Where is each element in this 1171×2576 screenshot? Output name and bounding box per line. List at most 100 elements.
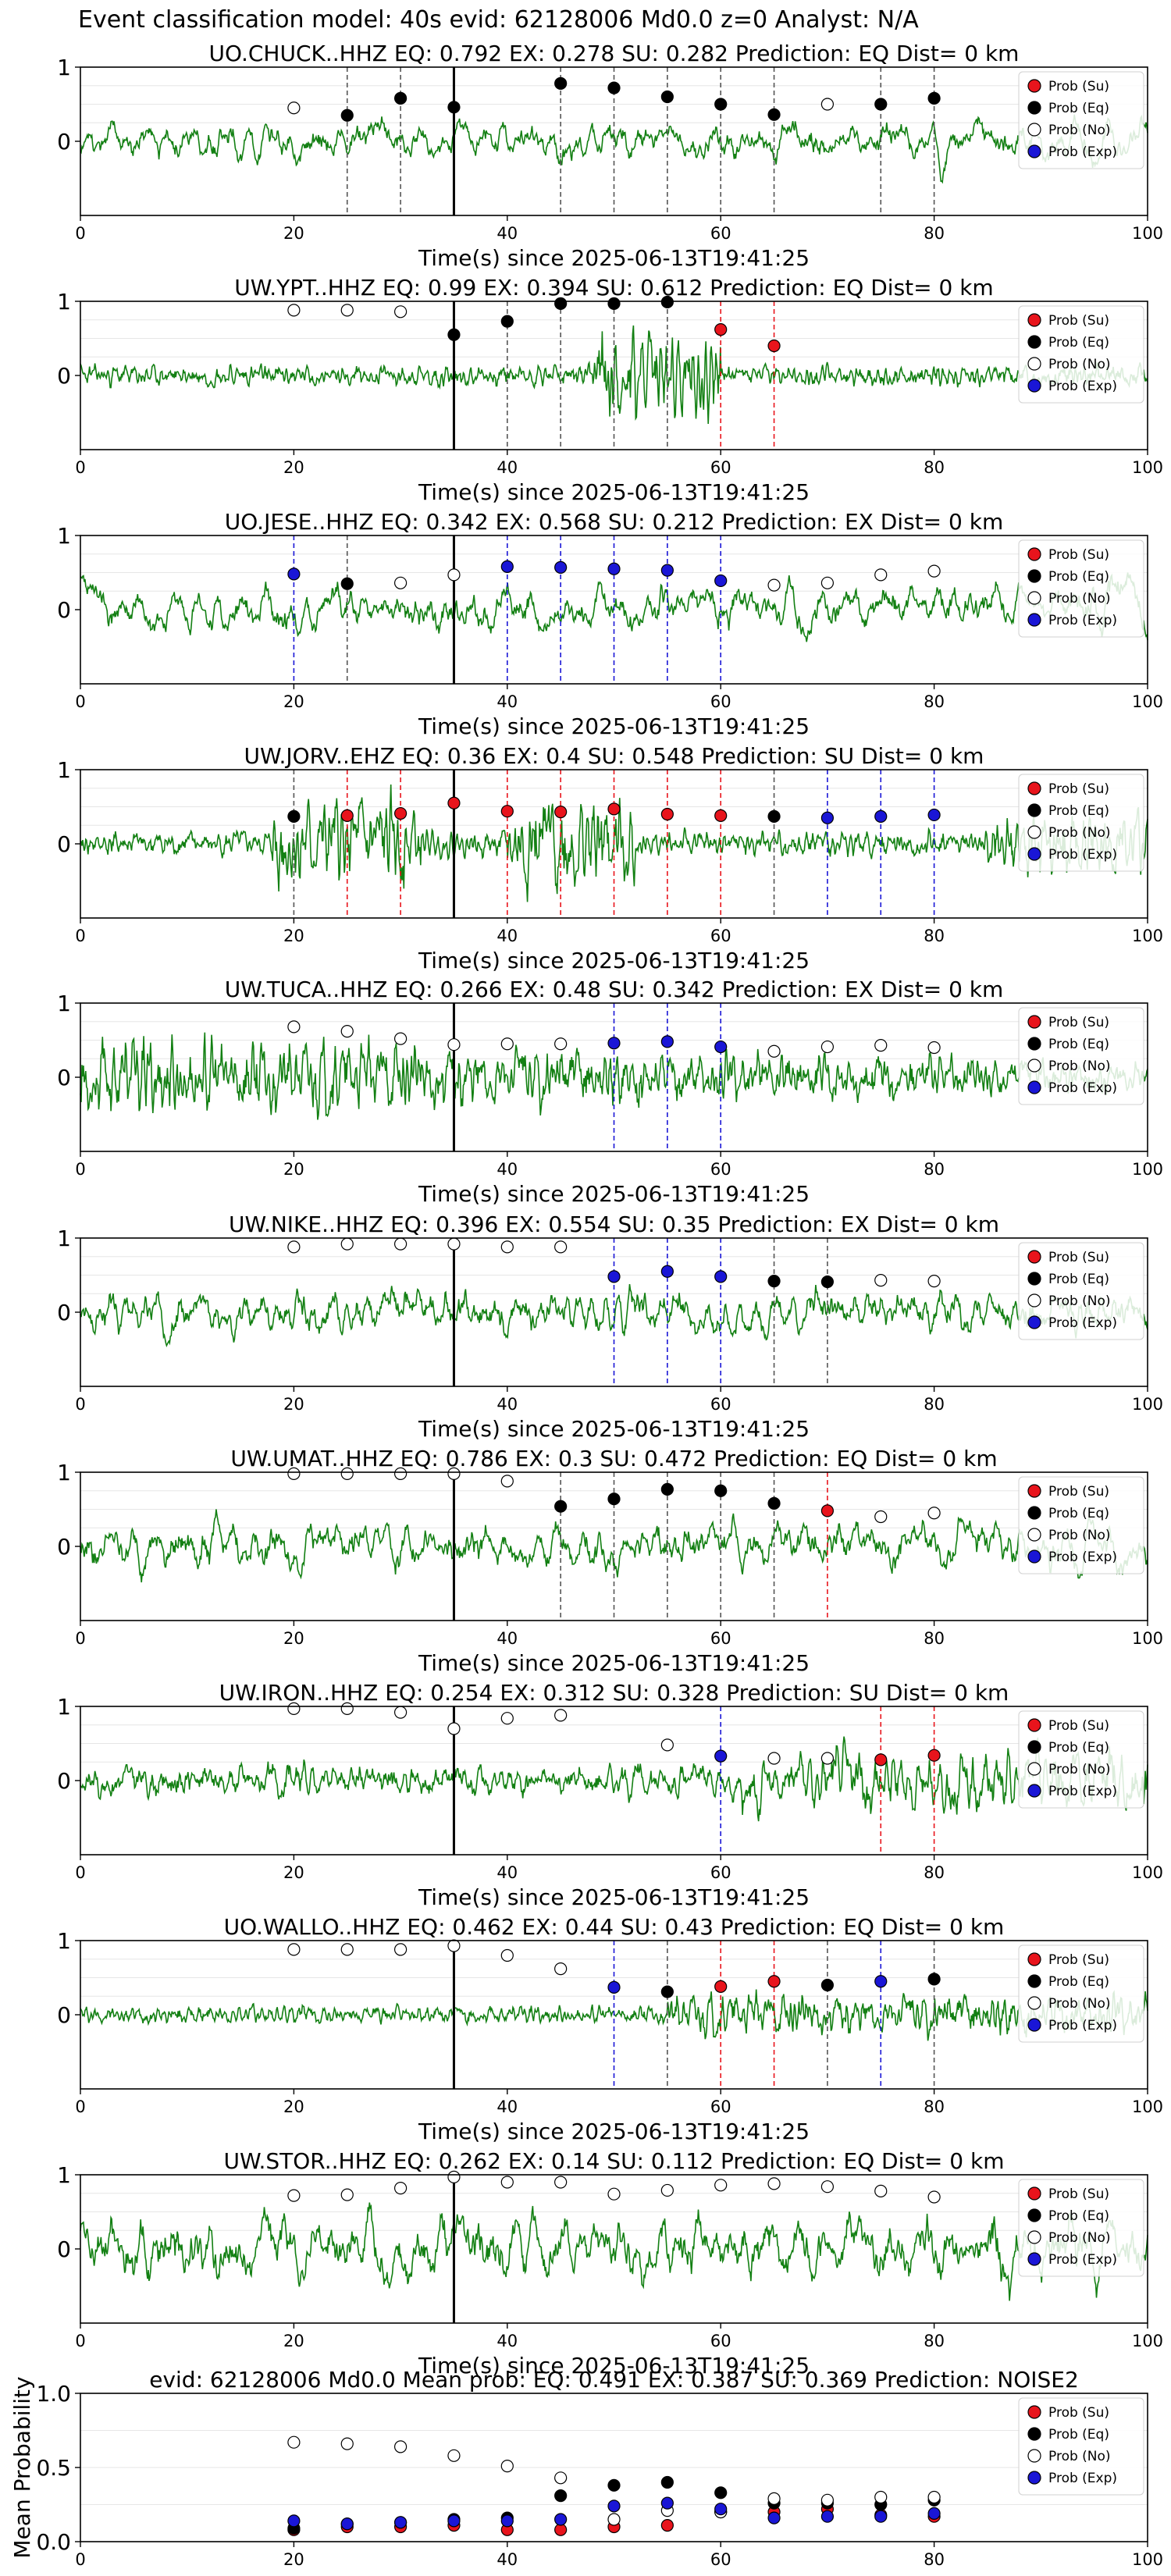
legend-label: Prob (Su) xyxy=(1048,547,1109,563)
legend: Prob (Su) Prob (Eq) Prob (No) Prob (Exp) xyxy=(1018,539,1144,638)
prob-marker-no xyxy=(767,2177,781,2190)
prob-marker-su xyxy=(767,1975,781,1988)
legend: Prob (Su) Prob (Eq) Prob (No) Prob (Exp) xyxy=(1018,1944,1144,2043)
mean-marker-exp xyxy=(340,2517,354,2531)
prob-marker-no xyxy=(820,576,835,589)
prob-marker-eq xyxy=(554,76,568,91)
prob-marker-eq xyxy=(447,328,461,341)
prob-marker-no xyxy=(927,564,941,578)
legend-label: Prob (No) xyxy=(1048,1996,1111,2012)
prob-marker-eq xyxy=(714,1484,728,1497)
waveform-trace xyxy=(80,1736,1148,1822)
prob-marker-no xyxy=(287,1943,301,1956)
legend-marker-su xyxy=(1027,1718,1041,1732)
x-tick-label: 40 xyxy=(497,927,518,945)
legend-box xyxy=(1018,539,1144,638)
prob-marker-no xyxy=(714,2179,728,2192)
legend-marker-exp xyxy=(1027,1784,1041,1798)
mean-marker-no xyxy=(554,2471,568,2485)
legend-label: Prob (Su) xyxy=(1048,1952,1109,1968)
legend-label: Prob (Exp) xyxy=(1048,2018,1117,2033)
legend-label: Prob (Exp) xyxy=(1048,1784,1117,1799)
panel-9: UO.WALLO..HHZ EQ: 0.462 EX: 0.44 SU: 0.4… xyxy=(57,1914,1163,2144)
prob-marker-su xyxy=(447,796,461,809)
x-tick-label: 40 xyxy=(497,2550,518,2569)
legend-marker-no xyxy=(1027,1293,1041,1308)
y-tick-label: 0 xyxy=(57,363,71,389)
prob-marker-exp xyxy=(607,1270,621,1283)
legend-marker-no xyxy=(1027,1996,1041,2010)
prob-marker-no xyxy=(340,1467,354,1481)
legend-marker-no xyxy=(1027,357,1041,371)
prob-marker-exp xyxy=(927,808,941,822)
legend-marker-no xyxy=(1027,1528,1041,1542)
legend-marker-eq xyxy=(1027,1974,1041,1988)
y-tick-label: 1 xyxy=(57,1694,71,1720)
prob-marker-no xyxy=(500,1037,514,1051)
mean-marker-exp xyxy=(393,2516,408,2529)
prob-marker-no xyxy=(554,1240,568,1254)
prob-marker-no xyxy=(393,1943,408,1956)
prob-marker-no xyxy=(500,1948,514,1962)
legend-marker-su xyxy=(1027,781,1041,795)
mean-marker-no xyxy=(820,2493,835,2507)
x-tick-label: 60 xyxy=(710,458,731,477)
legend-marker-no xyxy=(1027,825,1041,839)
x-tick-label: 60 xyxy=(710,224,731,243)
legend-box xyxy=(1018,1710,1144,1809)
prob-marker-no xyxy=(340,1943,354,1956)
mean-marker-exp xyxy=(820,2510,835,2523)
x-tick-label: 60 xyxy=(710,2332,731,2350)
x-tick-label: 60 xyxy=(710,1863,731,1882)
x-tick-label: 40 xyxy=(497,1629,518,1648)
prob-marker-no xyxy=(447,568,461,582)
legend-label: Prob (Eq) xyxy=(1048,101,1109,116)
prob-marker-eq xyxy=(554,297,568,310)
legend-marker-no xyxy=(1027,123,1041,137)
figure-title: Event classification model: 40s evid: 62… xyxy=(78,6,919,34)
mean-marker-no xyxy=(340,2437,354,2450)
mean-marker-no xyxy=(447,2449,461,2462)
prob-marker-su xyxy=(340,809,354,823)
legend-label: Prob (No) xyxy=(1048,123,1111,138)
prob-marker-eq xyxy=(447,101,461,114)
panel-title: UO.JESE..HHZ EQ: 0.342 EX: 0.568 SU: 0.2… xyxy=(225,509,1003,535)
panel-title: UW.JORV..EHZ EQ: 0.36 EX: 0.4 SU: 0.548 … xyxy=(244,743,984,769)
prob-marker-eq xyxy=(660,295,674,309)
prob-marker-eq xyxy=(554,1500,568,1513)
mean-marker-exp xyxy=(714,2503,728,2516)
prob-marker-exp xyxy=(660,1265,674,1278)
prob-marker-no xyxy=(927,2190,941,2204)
y-tick-label: 1 xyxy=(57,1928,71,1954)
x-tick-label: 20 xyxy=(283,458,304,477)
panel-title: UW.YPT..HHZ EQ: 0.99 EX: 0.394 SU: 0.612… xyxy=(234,275,993,301)
legend-marker-no xyxy=(1027,2230,1041,2244)
y-tick-label: 0.0 xyxy=(36,2529,71,2555)
x-axis-label: Time(s) since 2025-06-13T19:41:25 xyxy=(418,245,810,271)
prob-marker-su xyxy=(554,806,568,819)
prob-marker-eq xyxy=(340,577,354,590)
x-tick-label: 100 xyxy=(1132,927,1163,945)
prob-marker-eq xyxy=(660,1985,674,1998)
x-tick-label: 100 xyxy=(1132,2332,1163,2350)
y-tick-label: 1 xyxy=(57,2162,71,2188)
legend: Prob (Su) Prob (Eq) Prob (No) Prob (Exp) xyxy=(1018,1476,1144,1574)
prob-marker-exp xyxy=(874,1975,888,1988)
x-tick-label: 40 xyxy=(497,458,518,477)
x-axis-label: Time(s) since 2025-06-13T19:41:25 xyxy=(418,479,810,505)
mean-marker-eq xyxy=(554,2489,568,2503)
prob-marker-su xyxy=(714,323,728,336)
prob-marker-no xyxy=(393,1237,408,1251)
mean-marker-exp xyxy=(927,2507,941,2520)
prob-marker-no xyxy=(500,1712,514,1725)
prob-marker-no xyxy=(287,1467,301,1481)
legend-marker-exp xyxy=(1027,2471,1041,2485)
legend-label: Prob (No) xyxy=(1048,1528,1111,1543)
prob-marker-exp xyxy=(714,1040,728,1054)
x-tick-label: 100 xyxy=(1132,458,1163,477)
x-axis-label: Time(s) since 2025-06-13T19:41:25 xyxy=(418,2353,810,2379)
x-tick-label: 40 xyxy=(497,224,518,243)
x-tick-label: 0 xyxy=(75,458,85,477)
x-tick-label: 100 xyxy=(1132,2550,1163,2569)
